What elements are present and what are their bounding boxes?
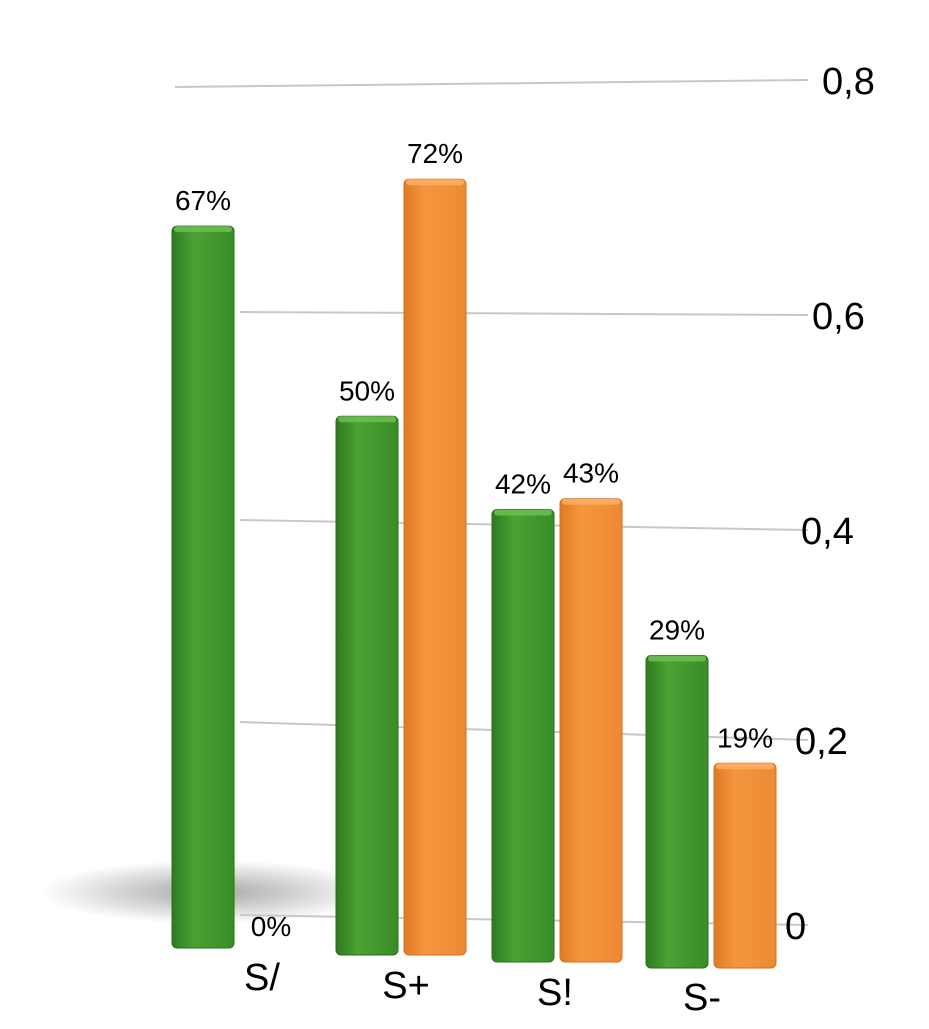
y-tick-label: 0 <box>785 906 806 948</box>
y-tick-label: 0,4 <box>801 511 854 553</box>
y-tick-label: 0,2 <box>795 721 848 763</box>
bar <box>559 498 623 963</box>
data-label: 29% <box>649 615 705 646</box>
bar <box>171 225 235 949</box>
y-tick-label: 0,8 <box>822 61 875 103</box>
data-label: 0% <box>251 911 291 942</box>
y-tick-label: 0,6 <box>812 296 865 338</box>
data-label: 42% <box>495 468 551 499</box>
bar-cap <box>716 763 774 770</box>
bar-cap <box>562 498 620 505</box>
category-label: S/ <box>244 957 280 999</box>
bar <box>335 415 399 956</box>
gridline <box>239 311 809 316</box>
bar <box>403 178 467 956</box>
bar-cap <box>648 655 706 662</box>
data-label: 50% <box>339 375 395 406</box>
category-label: S- <box>683 977 721 1019</box>
gridline <box>174 79 809 88</box>
bar-cap <box>406 179 464 186</box>
data-label: 72% <box>407 138 463 169</box>
bar-cap <box>338 416 396 423</box>
data-label: 67% <box>175 185 231 216</box>
bar-cap <box>494 509 552 516</box>
category-label: S+ <box>382 965 430 1007</box>
bar <box>491 508 555 963</box>
category-label: S! <box>537 972 573 1014</box>
bar <box>713 762 777 969</box>
data-label: 19% <box>717 722 773 753</box>
bar-cap <box>174 226 232 233</box>
bar <box>645 655 709 969</box>
data-label: 43% <box>563 458 619 489</box>
